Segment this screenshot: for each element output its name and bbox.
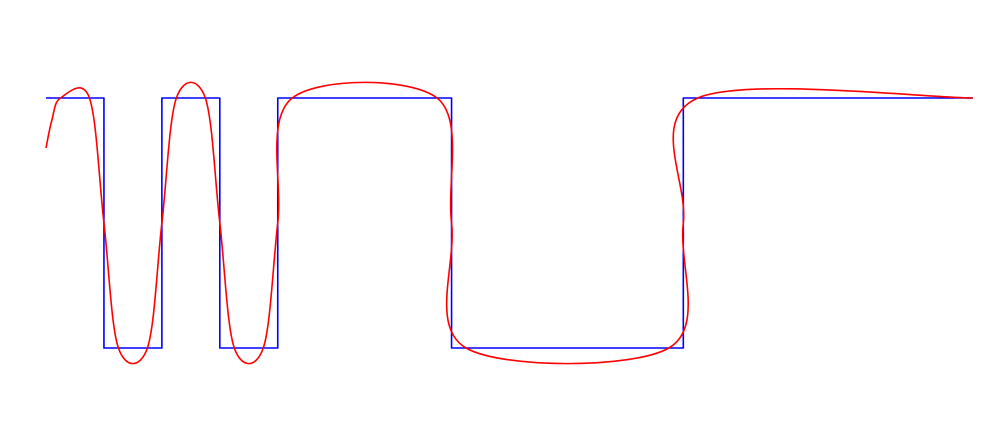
red-smoothed-series bbox=[45, 81, 974, 365]
blue-step-series bbox=[46, 97, 973, 349]
series-layer bbox=[45, 81, 974, 365]
